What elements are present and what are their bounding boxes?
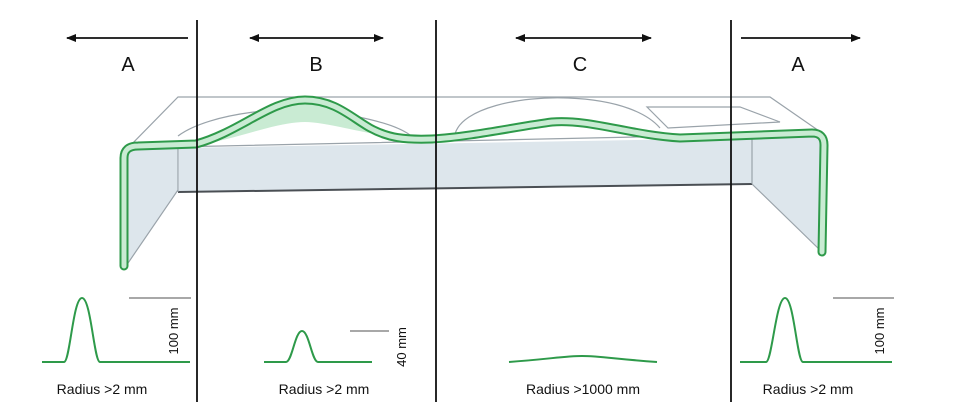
profile-curve-c bbox=[508, 354, 658, 363]
radius-label-b: Radius >2 mm bbox=[279, 381, 370, 397]
profile-curve-a-left bbox=[42, 296, 190, 363]
zone-dividers bbox=[196, 20, 732, 402]
zone-label-b: B bbox=[309, 54, 322, 76]
scale-labels: 100 mm 40 mm 100 mm bbox=[166, 308, 887, 367]
scale-label-b: 40 mm bbox=[394, 327, 409, 367]
scale-bars bbox=[129, 297, 894, 332]
ply-profile-inner bbox=[121, 97, 827, 269]
part-front-face bbox=[178, 138, 752, 192]
profile-curve-a-right bbox=[740, 296, 892, 363]
part-right-wall bbox=[751, 133, 823, 254]
zone-label-a-left: A bbox=[121, 54, 135, 76]
zone-labels: A B C A bbox=[121, 54, 805, 76]
part-left-wall bbox=[121, 147, 179, 268]
radius-label-c: Radius >1000 mm bbox=[526, 381, 640, 397]
profile-curve-b bbox=[264, 329, 372, 363]
ply-bump-fill bbox=[196, 102, 430, 145]
part-bottom-edge bbox=[177, 183, 753, 193]
part-body bbox=[121, 96, 824, 268]
rectangular-pocket bbox=[645, 106, 781, 129]
radius-label-a-right: Radius >2 mm bbox=[763, 381, 854, 397]
radius-label-a-left: Radius >2 mm bbox=[57, 381, 148, 397]
scale-label-a-right: 100 mm bbox=[872, 308, 887, 355]
radius-profiles bbox=[42, 296, 892, 363]
shallow-dome-outline bbox=[454, 97, 661, 135]
radius-labels: Radius >2 mm Radius >2 mm Radius >1000 m… bbox=[57, 381, 854, 397]
scale-label-a-left: 100 mm bbox=[166, 308, 181, 355]
zone-label-c: C bbox=[573, 54, 587, 76]
zone-label-a-right: A bbox=[791, 54, 805, 76]
ply-profile bbox=[119, 95, 829, 271]
